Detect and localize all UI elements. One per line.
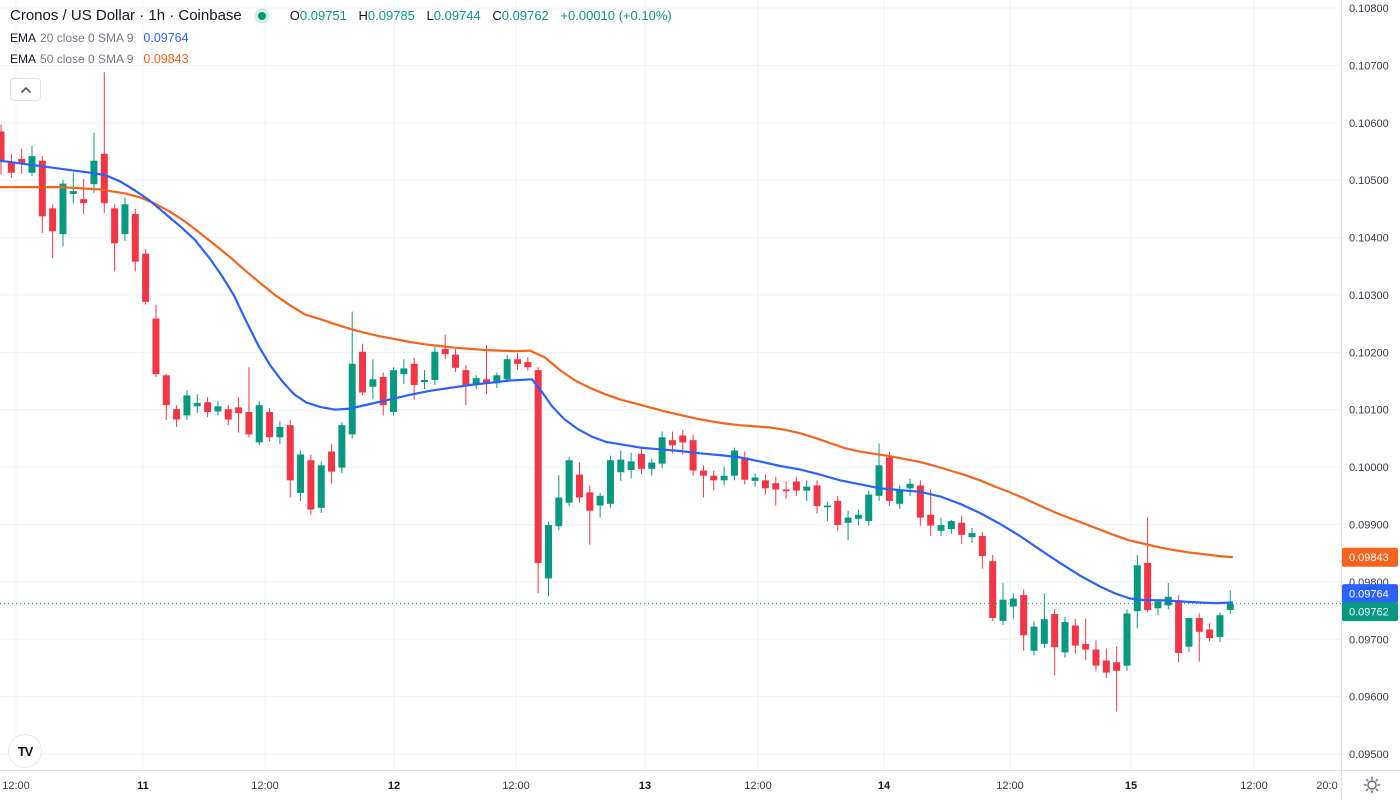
indicator-name: EMA [10, 31, 37, 45]
indicator-value: 0.09764 [143, 31, 189, 45]
high-value: 0.09785 [367, 8, 415, 23]
change-value: +0.00010 (+0.10%) [560, 8, 672, 23]
symbol-row: Cronos / US Dollar · 1h · Coinbase O0.09… [10, 7, 672, 24]
indicator-ema50[interactable]: EMA 50 close 0 SMA 9 0.09843 [10, 52, 672, 66]
status-dot [257, 11, 266, 20]
ohlc-readout: O0.09751 H0.09785 L0.09744 C0.09762 +0.0… [282, 8, 672, 23]
svg-text:0.10600: 0.10600 [1349, 118, 1389, 130]
svg-text:15: 15 [1125, 780, 1137, 792]
indicator-value: 0.09843 [143, 52, 189, 66]
close-label: C [492, 8, 502, 23]
indicator-params: 50 close 0 SMA 9 [40, 52, 134, 66]
svg-text:0.09764: 0.09764 [1349, 589, 1389, 601]
svg-text:12:00: 12:00 [1240, 780, 1268, 792]
tradingview-logo[interactable]: TV [8, 734, 42, 768]
indicator-name: EMA [10, 52, 37, 66]
chevron-up-icon [20, 86, 31, 93]
svg-text:0.09900: 0.09900 [1349, 519, 1389, 531]
svg-text:20:0: 20:0 [1316, 780, 1337, 792]
svg-text:12:00: 12:00 [744, 780, 772, 792]
open-value: 0.09751 [299, 8, 347, 23]
svg-text:14: 14 [878, 780, 891, 792]
chart-legend: Cronos / US Dollar · 1h · Coinbase O0.09… [10, 7, 672, 66]
svg-text:0.09762: 0.09762 [1349, 607, 1389, 619]
svg-text:0.09500: 0.09500 [1349, 749, 1389, 761]
svg-text:0.10800: 0.10800 [1349, 3, 1389, 15]
svg-text:0.10500: 0.10500 [1349, 175, 1389, 187]
high-label: H [358, 8, 368, 23]
svg-text:0.09600: 0.09600 [1349, 692, 1389, 704]
svg-text:0.10100: 0.10100 [1349, 405, 1389, 417]
svg-text:0.10000: 0.10000 [1349, 462, 1389, 474]
close-value: 0.09762 [501, 8, 549, 23]
indicator-ema20[interactable]: EMA 20 close 0 SMA 9 0.09764 [10, 31, 672, 45]
time-axis[interactable] [0, 770, 1341, 800]
svg-text:12: 12 [388, 780, 400, 792]
svg-text:12:00: 12:00 [502, 780, 530, 792]
legend-collapse-button[interactable] [10, 78, 41, 101]
low-value: 0.09744 [433, 8, 481, 23]
svg-text:11: 11 [137, 780, 149, 792]
svg-text:0.10700: 0.10700 [1349, 60, 1389, 72]
axis-settings-gear-icon[interactable] [1363, 776, 1381, 794]
svg-text:0.09843: 0.09843 [1349, 552, 1389, 564]
price-axis[interactable] [1341, 0, 1400, 770]
symbol-title[interactable]: Cronos / US Dollar · 1h · Coinbase [10, 7, 242, 24]
indicator-params: 20 close 0 SMA 9 [40, 31, 134, 45]
svg-text:12:00: 12:00 [2, 780, 30, 792]
gear-icon [1363, 776, 1381, 794]
open-label: O [289, 8, 300, 23]
tradingview-logo-glyph: TV [17, 743, 34, 759]
svg-text:12:00: 12:00 [996, 780, 1024, 792]
svg-text:13: 13 [639, 780, 651, 792]
market-status-icon[interactable] [257, 11, 266, 20]
svg-text:12:00: 12:00 [251, 780, 279, 792]
svg-text:0.10200: 0.10200 [1349, 347, 1389, 359]
svg-text:0.10400: 0.10400 [1349, 233, 1389, 245]
svg-text:0.09700: 0.09700 [1349, 634, 1389, 646]
svg-text:0.10300: 0.10300 [1349, 290, 1389, 302]
low-label: L [426, 8, 434, 23]
